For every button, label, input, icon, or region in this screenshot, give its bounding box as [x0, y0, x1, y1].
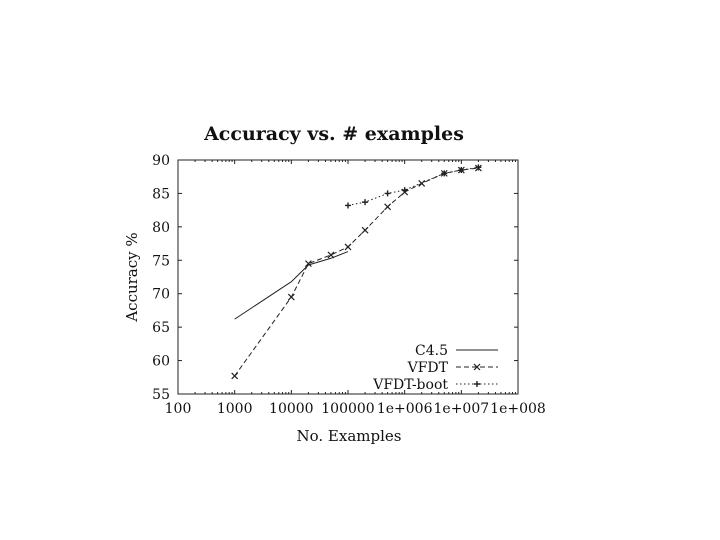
data-point-vfdt-boot — [441, 170, 448, 177]
y-tick-label: 65 — [152, 320, 170, 336]
data-point-vfdt — [327, 251, 335, 259]
x-tick-label: 1000 — [217, 401, 253, 417]
data-point-vfdt-boot — [384, 190, 391, 197]
series-c4-5 — [234, 251, 349, 320]
x-tick-label: 1e+008 — [490, 401, 546, 417]
y-tick-label: 80 — [152, 220, 170, 236]
y-tick-label: 75 — [152, 253, 170, 269]
series-line-vfdt — [234, 167, 479, 377]
data-point-vfdt — [304, 260, 312, 268]
x-tick-label: 10000 — [269, 401, 314, 417]
data-point-vfdt — [344, 243, 352, 251]
y-tick-label: 85 — [152, 186, 170, 202]
data-point-vfdt — [231, 372, 239, 380]
data-point-vfdt-boot — [345, 202, 351, 209]
x-tick-labels: 100 1000 10000 100000 1e+006 1e+007 1e+008 — [165, 401, 546, 417]
data-point-vfdt-boot — [401, 187, 408, 194]
data-point-vfdt — [384, 203, 392, 211]
data-point-vfdt-boot — [475, 164, 482, 171]
legend-marker-vfdt-boot — [474, 381, 480, 387]
y-tick-label: 60 — [152, 354, 170, 370]
data-point-vfdt — [361, 226, 369, 234]
legend-label-vfdt: VFDT — [407, 360, 449, 376]
y-tick-label: 90 — [152, 153, 170, 169]
y-tick-label: 55 — [152, 387, 170, 403]
y-tick-labels: 55 60 65 70 75 80 85 90 — [152, 153, 170, 403]
chart-title: Accuracy vs. # examples — [203, 123, 464, 145]
x-tick-label: 100000 — [321, 401, 374, 417]
series-vfdt-boot — [345, 164, 482, 209]
series-layer — [231, 164, 482, 380]
data-point-vfdt — [287, 293, 295, 301]
data-point-vfdt-boot — [458, 167, 465, 174]
legend-marker-vfdt — [473, 363, 481, 371]
axis-ticks — [177, 159, 519, 395]
plot-frame — [177, 159, 519, 395]
legend-label-vfdt-boot: VFDT-boot — [372, 377, 448, 393]
series-line-c4-5 — [234, 251, 349, 320]
x-tick-label: 1e+006 — [377, 401, 433, 417]
x-tick-label: 1e+007 — [434, 401, 490, 417]
data-point-vfdt-boot — [362, 199, 369, 206]
x-tick-label: 100 — [165, 401, 192, 417]
x-axis-label: No. Examples — [297, 427, 402, 445]
y-axis-label: Accuracy % — [123, 232, 141, 322]
y-tick-label: 70 — [152, 287, 170, 303]
legend-label-c4-5: C4.5 — [415, 343, 448, 359]
